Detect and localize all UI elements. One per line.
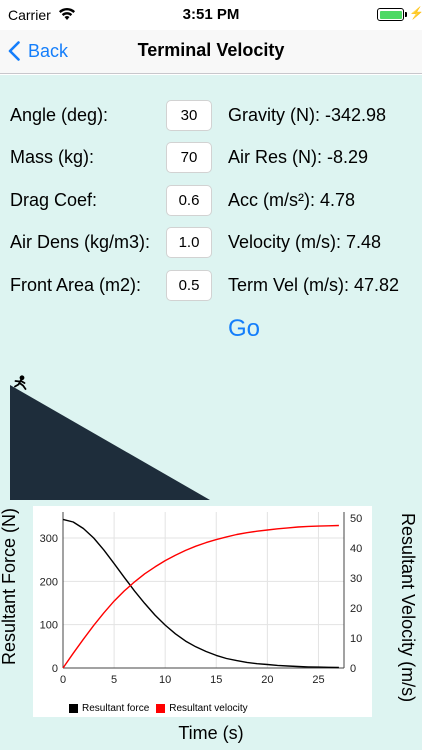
slope-triangle [10,385,210,500]
y-left-tick-label: 100 [40,620,58,632]
slope-diagram [10,375,210,500]
wifi-icon [59,7,75,20]
angle-label: Angle (deg): [10,105,109,125]
legend-item-velocity: Resultant velocity [156,703,248,714]
y-right-tick-label: 10 [350,633,362,645]
y-right-tick-label: 40 [350,543,362,555]
status-bar: Carrier 3:51 PM ⚡ [0,0,422,30]
legend-label-velocity: Resultant velocity [169,703,248,714]
x-tick-label: 15 [210,674,222,686]
go-button[interactable]: Go [228,315,261,342]
legend-swatch-force [69,704,78,713]
y-right-tick-label: 50 [350,513,362,525]
back-label: Back [28,40,69,61]
y-right-tick-label: 30 [350,573,362,585]
air-resistance-result: Air Res (N): -8.29 [228,147,369,167]
battery-cap [405,12,407,17]
carrier-label: Carrier [8,7,51,23]
page-title: Terminal Velocity [137,40,285,60]
force-series-line [62,518,339,669]
legend-swatch-velocity [156,704,166,713]
back-button[interactable]: Back [8,38,68,64]
y-right-tick-label: 20 [350,603,362,615]
angle-field[interactable]: 30 [166,100,212,131]
chart-legend: Resultant force Resultant velocity [69,703,255,714]
drag-coef-label: Drag Coef: [10,190,98,210]
main-content: Angle (deg): 30 Gravity (N): -342.98 Mas… [0,75,422,750]
y-left-tick-label: 0 [52,663,58,675]
mass-label: Mass (kg): [10,147,95,167]
air-density-field[interactable]: 1.0 [166,227,212,258]
x-tick-label: 0 [60,674,66,686]
x-tick-label: 10 [159,674,171,686]
legend-item-force: Resultant force [69,703,149,714]
skier-icon [14,375,27,390]
chart-plot: 0 5 10 15 20 25 0 100 200 300 0 10 20 30 40 50 [40,512,362,686]
legend-label-force: Resultant force [82,703,150,714]
x-tick-label: 5 [111,674,117,686]
y-right-tick-label: 0 [350,663,356,675]
front-area-field[interactable]: 0.5 [166,270,212,301]
y-left-tick-label: 300 [40,533,58,545]
chart-panel: 0 5 10 15 20 25 0 100 200 300 0 10 20 30 40 50 [33,506,372,717]
navigation-bar: Back Terminal Velocity [0,30,422,74]
air-density-label: Air Dens (kg/m3): [10,232,151,252]
status-time: 3:51 PM [182,6,240,23]
terminal-velocity-result: Term Vel (m/s): 47.82 [228,275,400,295]
acceleration-result: Acc (m/s²): 4.78 [228,190,356,210]
charging-icon: ⚡ [409,6,422,20]
velocity-series-line [62,524,339,669]
front-area-label: Front Area (m2): [10,275,142,295]
x-tick-label: 25 [312,674,324,686]
gravity-result: Gravity (N): -342.98 [228,105,387,125]
velocity-result: Velocity (m/s): 7.48 [228,232,382,252]
x-tick-label: 20 [261,674,273,686]
drag-coef-field[interactable]: 0.6 [166,185,212,216]
mass-field[interactable]: 70 [166,142,212,173]
battery-icon [377,8,407,21]
y-right-axis-title: Resultant Velocity (m/s) [398,513,418,703]
y-left-tick-label: 200 [40,576,58,588]
y-left-axis-title: Resultant Force (N) [0,507,19,665]
chevron-left-icon [8,41,20,61]
battery-level-fill [379,10,402,19]
x-axis-title: Time (s) [178,723,244,743]
